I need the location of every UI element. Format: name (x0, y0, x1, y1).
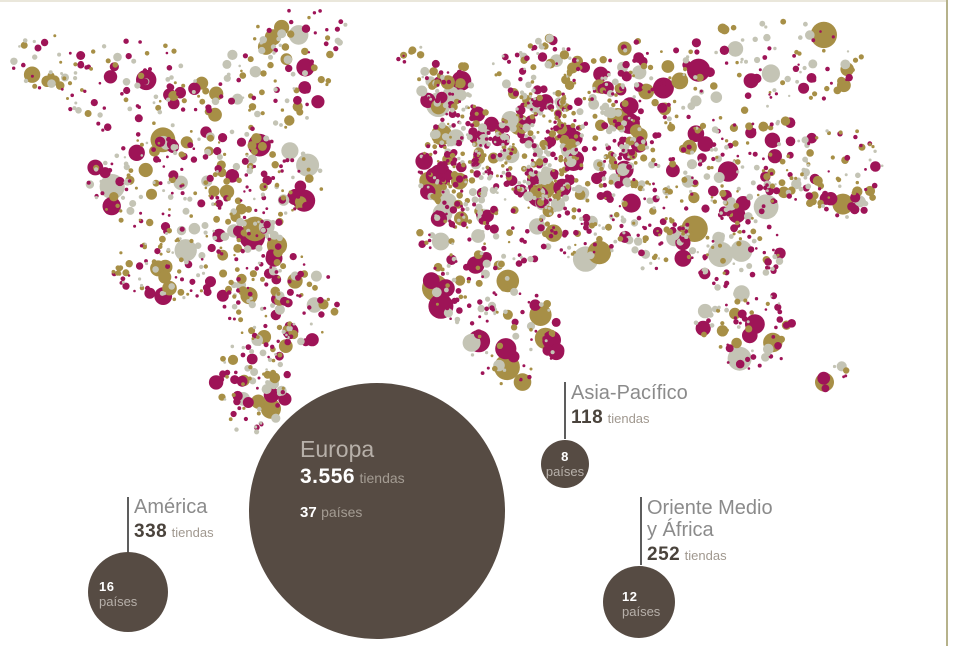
asia-countries-value: 8 (561, 449, 569, 464)
asia-countries-unit: países (545, 464, 585, 479)
bubble-oriente: 12 países (603, 566, 675, 638)
oriente-stores-unit: tiendas (684, 548, 727, 563)
callout-line-asia (564, 382, 566, 439)
callout-line-america (127, 497, 129, 553)
callout-oriente: Oriente Medio y África 252 tiendas (647, 497, 773, 566)
america-countries-unit: países (99, 594, 138, 609)
asia-title: Asia-Pacífico (571, 382, 688, 404)
europa-countries-unit: países (321, 504, 363, 520)
top-border-line (0, 0, 948, 2)
europa-stores-unit: tiendas (359, 470, 405, 486)
oriente-countries-value: 12 (622, 589, 638, 604)
asia-stores-value: 118 (571, 407, 604, 428)
oriente-title-line1: Oriente Medio (647, 497, 773, 519)
bubble-asia: 8 países (541, 440, 589, 488)
europa-countries: 37 países (300, 504, 405, 522)
europa-stores: 3.556 tiendas (300, 465, 405, 489)
america-stores-unit: tiendas (171, 525, 214, 540)
oriente-stores-value: 252 (647, 544, 681, 565)
europa-stats: Europa 3.556 tiendas 37 países (300, 435, 405, 522)
oriente-stores: 252 tiendas (647, 544, 773, 566)
europa-title: Europa (300, 436, 375, 462)
callout-america: América 338 tiendas (134, 496, 214, 543)
america-countries-value: 16 (99, 579, 115, 594)
oriente-title-line2: y África (647, 519, 714, 541)
america-stores-value: 338 (134, 521, 168, 542)
asia-stores: 118 tiendas (571, 407, 688, 429)
callout-asia: Asia-Pacífico 118 tiendas (571, 382, 688, 429)
asia-stores-unit: tiendas (607, 411, 650, 426)
oriente-countries-unit: países (622, 604, 661, 619)
america-stores: 338 tiendas (134, 521, 214, 543)
right-border-line (946, 0, 948, 646)
europa-countries-value: 37 (300, 504, 317, 521)
bubble-europa: Europa 3.556 tiendas 37 países (249, 383, 505, 639)
callout-line-oriente (640, 497, 642, 565)
europa-stores-value: 3.556 (300, 465, 356, 488)
bubble-america: 16 países (88, 552, 168, 632)
america-title: América (134, 496, 208, 518)
